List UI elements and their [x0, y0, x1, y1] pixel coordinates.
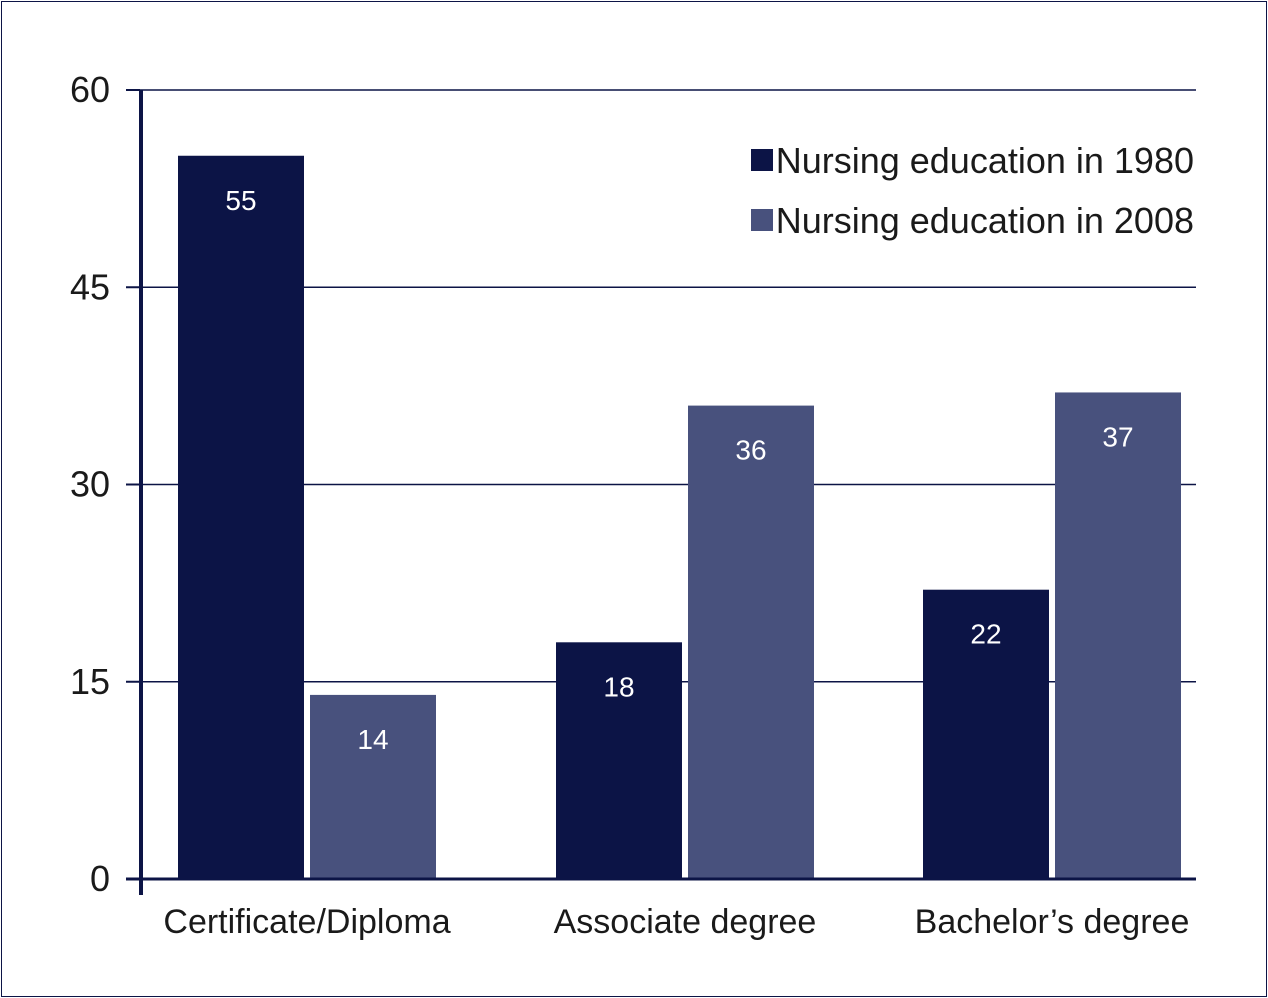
bar-value-label: 36: [735, 435, 766, 466]
y-tick-label: 0: [90, 858, 110, 899]
bar-value-label: 18: [603, 671, 634, 702]
bar-value-label: 22: [970, 619, 1001, 650]
y-tick-label: 60: [70, 69, 110, 110]
y-tick-labels: 0 15 30 45 60: [70, 69, 110, 899]
y-tick-label: 15: [70, 661, 110, 702]
bar: [1055, 392, 1181, 879]
category-label: Certificate/Diploma: [163, 903, 450, 941]
bar: [688, 405, 814, 879]
bar: [310, 694, 436, 879]
legend-label: Nursing education in 2008: [776, 200, 1194, 241]
legend-swatch: [751, 209, 773, 231]
bar: [923, 589, 1049, 879]
bars: 55 14 18 36 22 37: [178, 155, 1181, 879]
bar-value-label: 37: [1102, 421, 1133, 452]
bar: [178, 155, 304, 879]
bar: [556, 642, 682, 879]
bar-value-label: 14: [357, 724, 388, 755]
y-tick-label: 30: [70, 464, 110, 505]
legend: Nursing education in 1980 Nursing educati…: [751, 140, 1194, 241]
category-label: Bachelor’s degree: [915, 903, 1190, 941]
legend-label: Nursing education in 1980: [776, 140, 1194, 181]
bar-value-label: 55: [225, 185, 256, 216]
legend-swatch: [751, 149, 773, 171]
y-tick-label: 45: [70, 266, 110, 307]
category-label: Associate degree: [554, 903, 817, 941]
axes: [126, 89, 1196, 895]
category-labels: Certificate/Diploma Associate degree Bache…: [163, 903, 1189, 941]
